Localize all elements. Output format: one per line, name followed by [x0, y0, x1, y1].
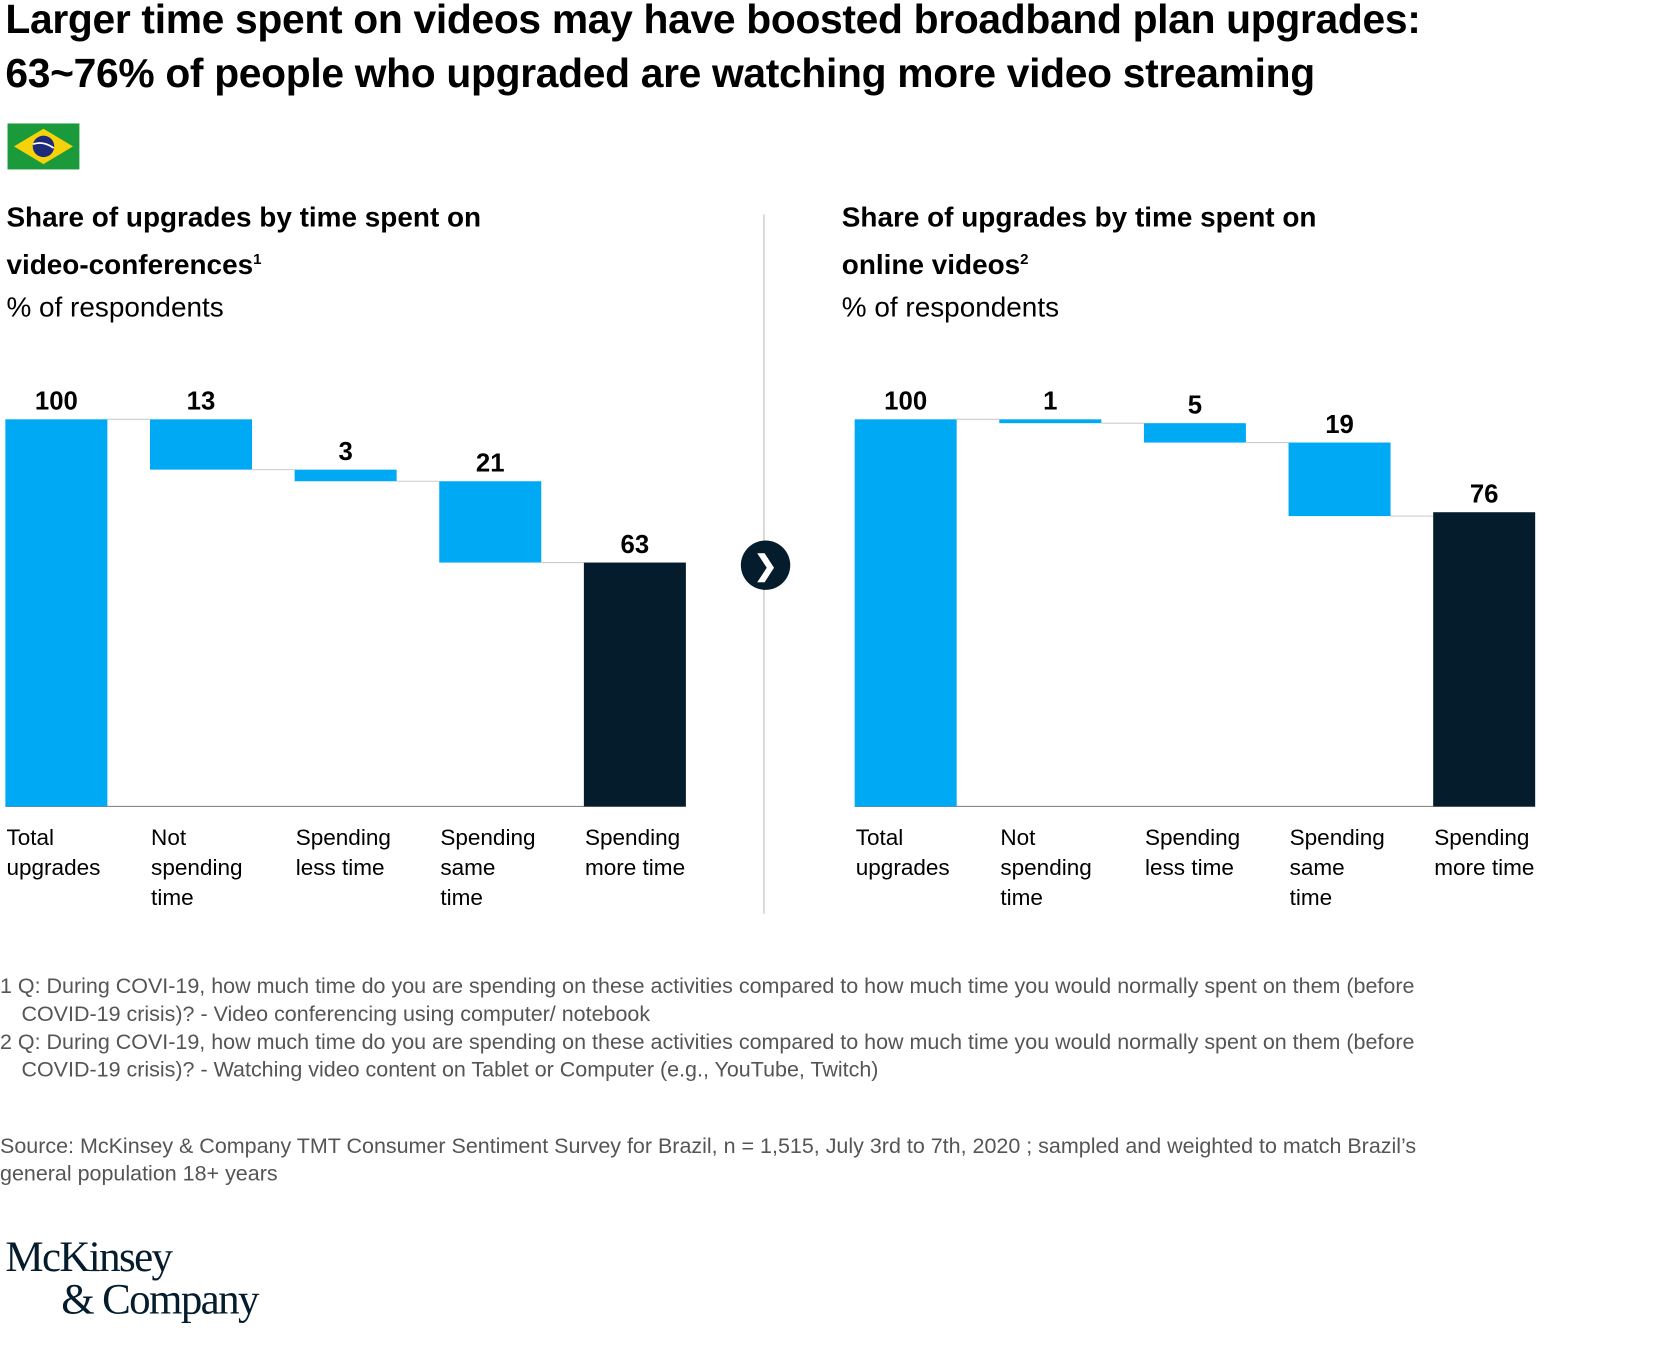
- right-chart-title-1: Share of upgrades by time spent on: [841, 200, 1317, 233]
- right-chart-heading: Share of upgrades by time spent on onlin…: [842, 196, 1317, 328]
- category-label: same: [440, 855, 495, 880]
- category-label: Spending: [1145, 825, 1240, 850]
- footnote-1: 1 Q: During COVI-19, how much time do yo…: [0, 974, 1415, 1027]
- category-label: same: [1290, 855, 1345, 880]
- category-label: upgrades: [6, 855, 100, 880]
- bar-2: [294, 469, 397, 482]
- category-label: Spending: [1290, 825, 1385, 850]
- bar-2: [1143, 423, 1246, 443]
- category-label: more time: [1434, 855, 1534, 880]
- footnote-ref: 2: [1020, 249, 1029, 268]
- category-label: Total: [856, 825, 904, 850]
- bar-3: [1288, 442, 1391, 517]
- page-title: Larger time spent on videos may have boo…: [5, 0, 1420, 101]
- source-note: Source: McKinsey & Company TMT Consumer …: [0, 1134, 1417, 1187]
- bar-4: [583, 562, 686, 807]
- right-chart-subtitle: % of respondents: [841, 290, 1060, 323]
- footnotes: 1 Q: During COVI-19, how much time do yo…: [0, 973, 1460, 1085]
- category-label: upgrades: [856, 855, 950, 880]
- data-label: 13: [187, 388, 216, 416]
- logo-line-2: & Company: [61, 1275, 259, 1324]
- data-label: 100: [884, 388, 927, 416]
- bar-4: [1433, 512, 1536, 807]
- data-label: 21: [476, 450, 505, 478]
- right-chart-title-2: online videos2: [842, 238, 1317, 286]
- data-label: 63: [621, 531, 650, 559]
- bar-3: [439, 481, 542, 563]
- left-chart-title-2: video-conferences1: [6, 238, 481, 286]
- data-label: 100: [35, 388, 78, 416]
- data-label: 76: [1470, 481, 1499, 509]
- category-label: Spending: [1434, 825, 1529, 850]
- left-chart-heading: Share of upgrades by time spent on video…: [6, 196, 481, 328]
- category-label: spending: [1000, 855, 1091, 880]
- category-label: Spending: [440, 825, 535, 850]
- right-waterfall-chart: 100 Total upgrades 1 Not spending time 5 Spendin…: [854, 388, 1536, 910]
- category-label: spending: [151, 855, 242, 880]
- data-label: 3: [338, 438, 352, 466]
- category-label: Spending: [585, 825, 680, 850]
- category-label: time: [1000, 885, 1043, 910]
- category-label: time: [440, 885, 483, 910]
- bar-0: [854, 419, 957, 807]
- brazil-flag-icon: [7, 123, 80, 170]
- category-label: time: [151, 885, 194, 910]
- category-label: time: [1290, 885, 1333, 910]
- category-label: Spending: [296, 825, 391, 850]
- title-line-2: 63~76% of people who upgraded are watchi…: [5, 51, 1315, 97]
- category-label: Not: [1000, 825, 1036, 850]
- category-label: less time: [1145, 855, 1234, 880]
- bar-1: [149, 419, 252, 470]
- footnote-ref: 1: [253, 249, 262, 268]
- logo-line-1: McKinsey: [5, 1232, 173, 1281]
- category-label: more time: [585, 855, 685, 880]
- bar-1: [999, 419, 1102, 424]
- chevron-right-icon: ❯: [740, 540, 791, 590]
- left-chart-title-text: video-conferences: [6, 248, 254, 281]
- data-label: 19: [1325, 411, 1354, 439]
- category-label: Total: [6, 825, 54, 850]
- left-waterfall-chart: 100 Total upgrades 13 Not spending time 3 Spendi…: [5, 388, 686, 910]
- data-label: 1: [1043, 388, 1057, 416]
- title-line-1: Larger time spent on videos may have boo…: [5, 0, 1421, 43]
- mckinsey-logo: McKinsey & Company: [5, 1232, 259, 1324]
- category-label: less time: [296, 855, 385, 880]
- bar-0: [5, 419, 108, 807]
- right-chart-title-text: online videos: [841, 248, 1021, 281]
- data-label: 5: [1188, 392, 1202, 420]
- left-chart-subtitle: % of respondents: [6, 290, 224, 323]
- footnote-2: 2 Q: During COVI-19, how much time do yo…: [0, 1030, 1415, 1083]
- left-chart-title-1: Share of upgrades by time spent on: [6, 200, 482, 233]
- category-label: Not: [151, 825, 187, 850]
